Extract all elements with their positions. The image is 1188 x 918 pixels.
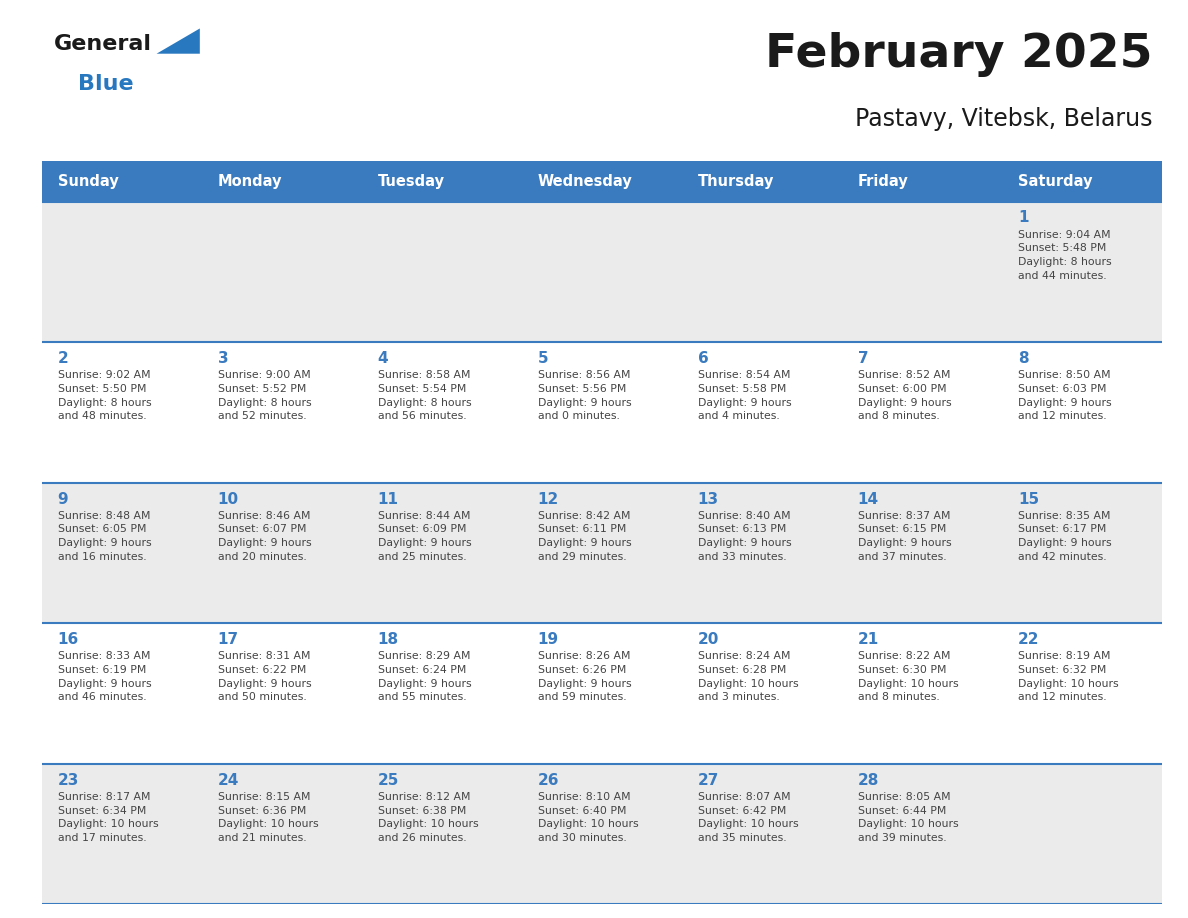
Text: Sunrise: 8:24 AM
Sunset: 6:28 PM
Daylight: 10 hours
and 3 minutes.: Sunrise: 8:24 AM Sunset: 6:28 PM Dayligh… [697, 652, 798, 702]
Text: Sunrise: 8:15 AM
Sunset: 6:36 PM
Daylight: 10 hours
and 21 minutes.: Sunrise: 8:15 AM Sunset: 6:36 PM Dayligh… [217, 792, 318, 843]
Text: Sunrise: 8:44 AM
Sunset: 6:09 PM
Daylight: 9 hours
and 25 minutes.: Sunrise: 8:44 AM Sunset: 6:09 PM Dayligh… [378, 511, 472, 562]
Text: 25: 25 [378, 773, 399, 788]
Text: Sunrise: 8:17 AM
Sunset: 6:34 PM
Daylight: 10 hours
and 17 minutes.: Sunrise: 8:17 AM Sunset: 6:34 PM Dayligh… [57, 792, 158, 843]
Text: Sunrise: 8:37 AM
Sunset: 6:15 PM
Daylight: 9 hours
and 37 minutes.: Sunrise: 8:37 AM Sunset: 6:15 PM Dayligh… [858, 511, 952, 562]
Text: Monday: Monday [217, 174, 282, 188]
Text: Sunrise: 8:31 AM
Sunset: 6:22 PM
Daylight: 9 hours
and 50 minutes.: Sunrise: 8:31 AM Sunset: 6:22 PM Dayligh… [217, 652, 311, 702]
Text: Sunrise: 8:10 AM
Sunset: 6:40 PM
Daylight: 10 hours
and 30 minutes.: Sunrise: 8:10 AM Sunset: 6:40 PM Dayligh… [538, 792, 638, 843]
Text: 11: 11 [378, 491, 399, 507]
Bar [361, 161, 522, 202]
Bar [1001, 161, 1162, 202]
Text: Pastavy, Vitebsk, Belarus: Pastavy, Vitebsk, Belarus [855, 106, 1152, 130]
Bar [682, 161, 842, 202]
Text: Sunrise: 8:56 AM
Sunset: 5:56 PM
Daylight: 9 hours
and 0 minutes.: Sunrise: 8:56 AM Sunset: 5:56 PM Dayligh… [538, 370, 631, 421]
Text: Sunrise: 8:26 AM
Sunset: 6:26 PM
Daylight: 9 hours
and 59 minutes.: Sunrise: 8:26 AM Sunset: 6:26 PM Dayligh… [538, 652, 631, 702]
Bar [42, 161, 202, 202]
Text: 1: 1 [1018, 210, 1029, 226]
Text: Sunrise: 8:22 AM
Sunset: 6:30 PM
Daylight: 10 hours
and 8 minutes.: Sunrise: 8:22 AM Sunset: 6:30 PM Dayligh… [858, 652, 959, 702]
Text: 6: 6 [697, 351, 708, 366]
Text: Sunrise: 8:05 AM
Sunset: 6:44 PM
Daylight: 10 hours
and 39 minutes.: Sunrise: 8:05 AM Sunset: 6:44 PM Dayligh… [858, 792, 959, 843]
Text: Blue: Blue [78, 74, 134, 94]
Text: 4: 4 [378, 351, 388, 366]
Text: Sunrise: 9:02 AM
Sunset: 5:50 PM
Daylight: 8 hours
and 48 minutes.: Sunrise: 9:02 AM Sunset: 5:50 PM Dayligh… [57, 370, 151, 421]
Text: Sunrise: 8:07 AM
Sunset: 6:42 PM
Daylight: 10 hours
and 35 minutes.: Sunrise: 8:07 AM Sunset: 6:42 PM Dayligh… [697, 792, 798, 843]
Text: Sunrise: 8:12 AM
Sunset: 6:38 PM
Daylight: 10 hours
and 26 minutes.: Sunrise: 8:12 AM Sunset: 6:38 PM Dayligh… [378, 792, 479, 843]
Text: 26: 26 [538, 773, 560, 788]
Text: 21: 21 [858, 633, 879, 647]
Text: Wednesday: Wednesday [538, 174, 632, 188]
Text: 13: 13 [697, 491, 719, 507]
Text: Sunrise: 8:35 AM
Sunset: 6:17 PM
Daylight: 9 hours
and 42 minutes.: Sunrise: 8:35 AM Sunset: 6:17 PM Dayligh… [1018, 511, 1112, 562]
Bar [42, 202, 1162, 342]
Text: Sunrise: 8:52 AM
Sunset: 6:00 PM
Daylight: 9 hours
and 8 minutes.: Sunrise: 8:52 AM Sunset: 6:00 PM Dayligh… [858, 370, 952, 421]
Text: 8: 8 [1018, 351, 1029, 366]
Text: Sunrise: 8:48 AM
Sunset: 6:05 PM
Daylight: 9 hours
and 16 minutes.: Sunrise: 8:48 AM Sunset: 6:05 PM Dayligh… [57, 511, 151, 562]
Text: 23: 23 [57, 773, 78, 788]
Text: 5: 5 [538, 351, 549, 366]
Text: 7: 7 [858, 351, 868, 366]
Text: General: General [53, 34, 151, 53]
Text: Sunrise: 8:33 AM
Sunset: 6:19 PM
Daylight: 9 hours
and 46 minutes.: Sunrise: 8:33 AM Sunset: 6:19 PM Dayligh… [57, 652, 151, 702]
Text: Saturday: Saturday [1018, 174, 1092, 188]
Text: 17: 17 [217, 633, 239, 647]
Text: Sunrise: 8:40 AM
Sunset: 6:13 PM
Daylight: 9 hours
and 33 minutes.: Sunrise: 8:40 AM Sunset: 6:13 PM Dayligh… [697, 511, 791, 562]
Text: February 2025: February 2025 [765, 32, 1152, 77]
Text: Friday: Friday [858, 174, 909, 188]
Text: Sunrise: 8:54 AM
Sunset: 5:58 PM
Daylight: 9 hours
and 4 minutes.: Sunrise: 8:54 AM Sunset: 5:58 PM Dayligh… [697, 370, 791, 421]
Text: 2: 2 [57, 351, 69, 366]
Text: Sunrise: 8:58 AM
Sunset: 5:54 PM
Daylight: 8 hours
and 56 minutes.: Sunrise: 8:58 AM Sunset: 5:54 PM Dayligh… [378, 370, 472, 421]
Text: 16: 16 [57, 633, 78, 647]
Text: Sunrise: 8:46 AM
Sunset: 6:07 PM
Daylight: 9 hours
and 20 minutes.: Sunrise: 8:46 AM Sunset: 6:07 PM Dayligh… [217, 511, 311, 562]
Bar [42, 483, 1162, 623]
Text: 14: 14 [858, 491, 879, 507]
Text: Sunrise: 9:04 AM
Sunset: 5:48 PM
Daylight: 8 hours
and 44 minutes.: Sunrise: 9:04 AM Sunset: 5:48 PM Dayligh… [1018, 230, 1112, 281]
Bar [42, 764, 1162, 904]
Text: 28: 28 [858, 773, 879, 788]
Bar [842, 161, 1001, 202]
Text: Sunrise: 8:50 AM
Sunset: 6:03 PM
Daylight: 9 hours
and 12 minutes.: Sunrise: 8:50 AM Sunset: 6:03 PM Dayligh… [1018, 370, 1112, 421]
Text: 22: 22 [1018, 633, 1040, 647]
Text: Sunrise: 8:19 AM
Sunset: 6:32 PM
Daylight: 10 hours
and 12 minutes.: Sunrise: 8:19 AM Sunset: 6:32 PM Dayligh… [1018, 652, 1118, 702]
Text: Sunday: Sunday [57, 174, 119, 188]
Text: 20: 20 [697, 633, 719, 647]
Text: 24: 24 [217, 773, 239, 788]
Text: 3: 3 [217, 351, 228, 366]
Bar [202, 161, 361, 202]
Bar [42, 623, 1162, 764]
Polygon shape [157, 28, 200, 53]
Text: 18: 18 [378, 633, 399, 647]
Text: 15: 15 [1018, 491, 1040, 507]
Text: 27: 27 [697, 773, 719, 788]
Text: Sunrise: 8:29 AM
Sunset: 6:24 PM
Daylight: 9 hours
and 55 minutes.: Sunrise: 8:29 AM Sunset: 6:24 PM Dayligh… [378, 652, 472, 702]
Text: 10: 10 [217, 491, 239, 507]
Text: Thursday: Thursday [697, 174, 775, 188]
Text: Sunrise: 9:00 AM
Sunset: 5:52 PM
Daylight: 8 hours
and 52 minutes.: Sunrise: 9:00 AM Sunset: 5:52 PM Dayligh… [217, 370, 311, 421]
Text: 19: 19 [538, 633, 558, 647]
Text: 12: 12 [538, 491, 560, 507]
Bar [42, 342, 1162, 483]
Bar [522, 161, 682, 202]
Text: Tuesday: Tuesday [378, 174, 444, 188]
Text: 9: 9 [57, 491, 68, 507]
Text: Sunrise: 8:42 AM
Sunset: 6:11 PM
Daylight: 9 hours
and 29 minutes.: Sunrise: 8:42 AM Sunset: 6:11 PM Dayligh… [538, 511, 631, 562]
